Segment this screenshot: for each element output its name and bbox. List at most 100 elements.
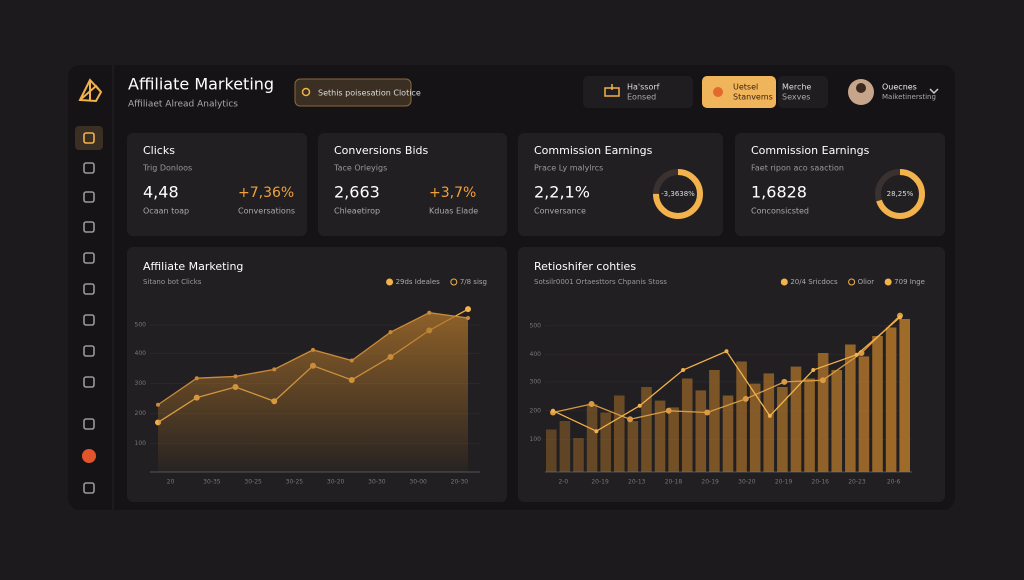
bar: [763, 373, 775, 472]
nav-icon[interactable]: [83, 221, 95, 233]
point: [233, 374, 238, 379]
bar: [872, 336, 883, 472]
card-label: Ocaan toap: [143, 207, 189, 216]
card-subtitle: Prace Ly malylrcs: [534, 164, 603, 173]
card-label: Chleaetirop: [334, 207, 380, 216]
y-tick-label: 500: [530, 322, 542, 329]
point: [465, 306, 471, 313]
bar: [790, 366, 802, 472]
point: [156, 402, 160, 407]
nav-icon[interactable]: [83, 376, 95, 388]
bar: [777, 387, 788, 472]
y-tick-label: 300: [135, 380, 147, 387]
point: [819, 377, 826, 384]
bar: [654, 400, 666, 472]
bar: [845, 344, 856, 472]
bar: [899, 319, 910, 472]
point: [588, 401, 595, 407]
point: [898, 315, 902, 320]
card: [735, 133, 945, 236]
legend-label: 709 Inge: [894, 278, 925, 286]
bar: [885, 327, 897, 472]
point: [781, 378, 788, 385]
x-tick-label: 20-13: [628, 479, 646, 486]
bar: [709, 370, 720, 472]
x-tick-label: 30-25: [286, 479, 304, 486]
button-active[interactable]: [702, 76, 776, 108]
y-tick-label: 400: [530, 351, 542, 358]
nav-icon[interactable]: [83, 191, 95, 203]
area: [158, 312, 468, 472]
x-tick-label: 20-19: [591, 479, 609, 486]
sidebar: [75, 126, 103, 494]
chart-subtitle: Sitano bot Clicks: [143, 278, 202, 286]
legend-dot: [386, 278, 394, 286]
x-tick-label: 20-19: [775, 479, 793, 486]
nav-icon[interactable]: [83, 482, 95, 494]
chart-title: Retioshifer cohties: [534, 260, 636, 273]
point: [194, 376, 199, 381]
y-tick-label: 200: [530, 407, 542, 414]
search-box[interactable]: [294, 78, 412, 107]
card-subtitle: Trig Donloos: [142, 164, 192, 173]
legend-label: 20/4 Sricdocs: [790, 278, 838, 286]
point: [767, 413, 772, 418]
bar: [668, 407, 679, 472]
point: [637, 403, 642, 408]
nav-icon[interactable]: [83, 345, 95, 357]
bar: [627, 421, 639, 472]
x-tick-label: 30-00: [409, 479, 427, 486]
bar: [586, 404, 598, 472]
nav-icon[interactable]: [82, 449, 96, 463]
x-tick-label: 30-35: [203, 479, 221, 486]
button-text: Uetsel: [733, 83, 758, 92]
bar: [804, 378, 815, 472]
nav-active: [75, 126, 103, 150]
x-tick-label: 20: [167, 479, 175, 486]
legend-dot: [780, 278, 788, 286]
y-tick-label: 400: [135, 350, 147, 357]
nav-icon[interactable]: [83, 314, 95, 326]
gauge-arc: [653, 169, 703, 219]
bar: [858, 356, 870, 472]
nav-icon[interactable]: [83, 162, 95, 174]
nav-icon[interactable]: [83, 283, 95, 295]
card-value: 1,6828: [751, 183, 807, 202]
point: [681, 368, 686, 372]
card: [518, 133, 723, 236]
point: [466, 316, 470, 321]
y-tick-label: 500: [135, 322, 147, 329]
y-tick-label: 100: [135, 440, 147, 447]
subtitle: Affiliaet Alread Analytics: [128, 100, 238, 110]
point: [742, 395, 749, 402]
bar: [749, 383, 761, 472]
chart-title: Affiliate Marketing: [143, 260, 243, 273]
bar: [600, 412, 611, 472]
user-name: Ouecnes: [882, 83, 917, 92]
bar: [736, 361, 747, 472]
nav-icon[interactable]: [83, 252, 95, 264]
nav-icon[interactable]: [83, 132, 95, 144]
button[interactable]: [778, 76, 828, 108]
chevron[interactable]: [929, 88, 939, 95]
point: [854, 352, 859, 357]
bar: [695, 390, 707, 472]
card-value: 2,2,1%: [534, 183, 590, 202]
legend-label: 29ds Ideales: [396, 278, 441, 286]
y-tick-label: 300: [530, 378, 542, 385]
nav-icon[interactable]: [83, 418, 95, 430]
point: [704, 409, 711, 416]
legend-label: Olior: [858, 278, 875, 286]
y-tick-label: 200: [135, 410, 147, 417]
avatar-face: [856, 83, 866, 93]
button-icon: [713, 87, 723, 97]
point: [594, 429, 599, 434]
button[interactable]: [583, 76, 693, 108]
card-title: Commission Earnings: [751, 144, 870, 157]
point: [551, 408, 555, 413]
button-text: Eonsed: [627, 93, 656, 102]
card-label: Conversance: [534, 207, 586, 216]
point: [427, 310, 432, 315]
